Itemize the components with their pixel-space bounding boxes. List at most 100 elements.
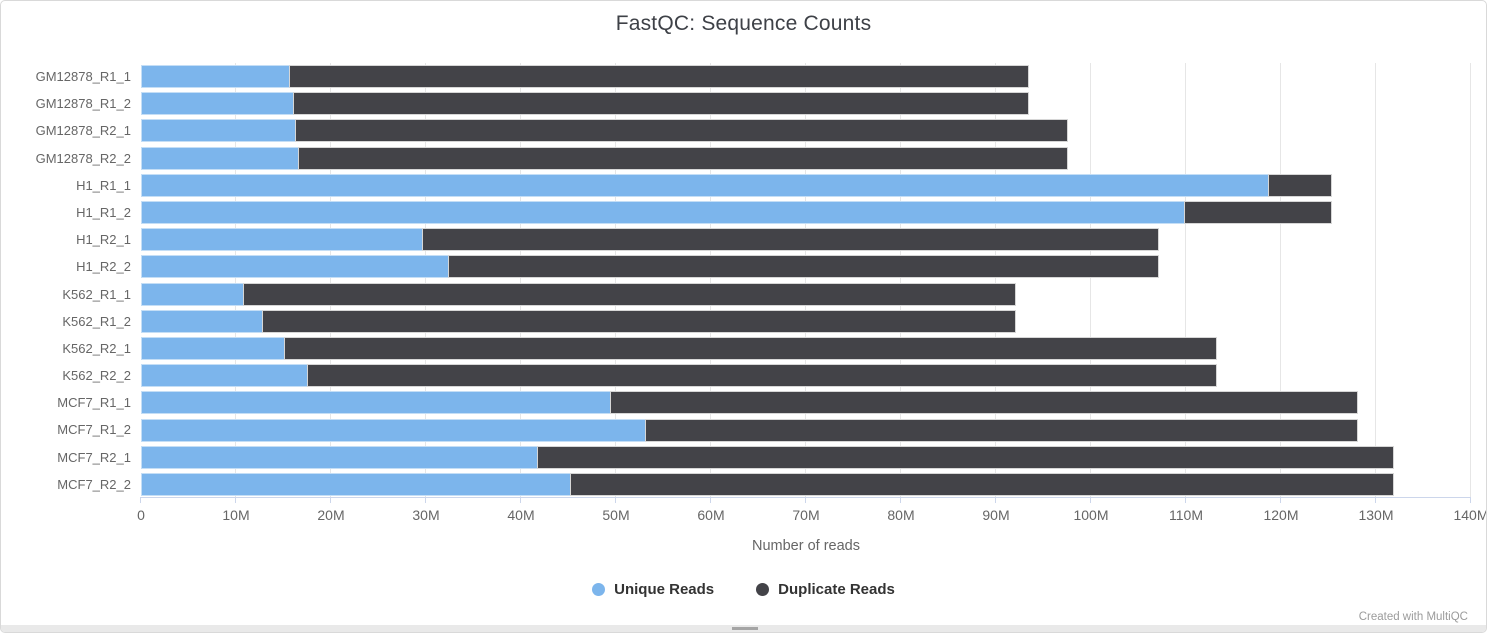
bar-stack: [141, 445, 1471, 469]
bar-segment-duplicate[interactable]: [447, 255, 1160, 279]
bar-row: [141, 253, 1471, 280]
x-tick-label: 30M: [412, 507, 440, 523]
y-axis-label: H1_R2_2: [76, 259, 131, 275]
bar-segment-unique[interactable]: [141, 445, 538, 469]
x-axis-tickmark: [1375, 497, 1376, 503]
bar-segment-unique[interactable]: [141, 173, 1268, 197]
bar-row: [141, 172, 1471, 199]
y-axis-label: GM12878_R1_1: [35, 69, 131, 84]
bar-segment-unique[interactable]: [141, 472, 571, 496]
bar-segment-duplicate[interactable]: [242, 282, 1016, 306]
gridline: [805, 63, 806, 497]
gridline: [1090, 63, 1091, 497]
y-axis-label: H1_R1_1: [76, 177, 131, 193]
bar-stack: [141, 336, 1471, 360]
x-tick-label: 40M: [507, 507, 535, 523]
bar-segment-unique[interactable]: [141, 65, 290, 89]
x-axis-tickmark: [1185, 497, 1186, 503]
legend-label: Unique Reads: [614, 581, 715, 598]
bar-segment-duplicate[interactable]: [422, 228, 1160, 252]
bar-segment-unique[interactable]: [141, 418, 646, 442]
bar-stack: [141, 282, 1471, 306]
bar-row: [141, 389, 1471, 416]
x-tick-label: 140M: [1453, 507, 1487, 523]
legend-label: Duplicate Reads: [778, 581, 895, 598]
x-tick-label: 0: [137, 507, 145, 523]
bar-row: [141, 416, 1471, 443]
bar-stack: [141, 65, 1471, 89]
bar-segment-unique[interactable]: [141, 391, 611, 415]
bar-segment-unique[interactable]: [141, 201, 1185, 225]
bar-row: [141, 362, 1471, 389]
y-axis-label: MCF7_R2_1: [57, 449, 131, 465]
bar-row: [141, 471, 1471, 498]
bar-segment-duplicate[interactable]: [293, 92, 1030, 116]
x-tick-label: 70M: [792, 507, 820, 523]
bar-segment-duplicate[interactable]: [1184, 201, 1333, 225]
bar-segment-unique[interactable]: [141, 146, 298, 170]
gridline: [425, 63, 426, 497]
bar-segment-duplicate[interactable]: [294, 119, 1069, 143]
bar-segment-unique[interactable]: [141, 255, 448, 279]
x-tick-label: 130M: [1358, 507, 1394, 523]
bar-row: [141, 444, 1471, 471]
y-axis-label: GM12878_R2_1: [35, 123, 131, 139]
bar-segment-duplicate[interactable]: [610, 391, 1358, 415]
bar-segment-duplicate[interactable]: [570, 472, 1395, 496]
bar-row: [141, 117, 1471, 144]
bar-segment-duplicate[interactable]: [289, 65, 1030, 89]
bar-segment-duplicate[interactable]: [261, 309, 1016, 333]
bar-segment-duplicate[interactable]: [297, 146, 1069, 170]
x-tick-label: 110M: [1169, 507, 1203, 523]
bar-segment-unique[interactable]: [141, 228, 423, 252]
chart-title: FastQC: Sequence Counts: [615, 12, 872, 35]
bar-row: [141, 63, 1471, 90]
legend-item-unique-reads[interactable]: Unique Reads: [592, 581, 714, 598]
bar-stack: [141, 201, 1471, 225]
bar-segment-unique[interactable]: [141, 336, 285, 360]
bar-stack: [141, 309, 1471, 333]
bar-segment-unique[interactable]: [141, 92, 293, 116]
gridline: [710, 63, 711, 497]
gridline: [1280, 63, 1281, 497]
y-axis-label: MCF7_R1_1: [57, 395, 131, 411]
x-axis-tickmark: [805, 497, 806, 503]
bar-segment-duplicate[interactable]: [1267, 173, 1333, 197]
bar-segment-duplicate[interactable]: [645, 418, 1358, 442]
bar-segment-duplicate[interactable]: [284, 336, 1218, 360]
bar-segment-unique[interactable]: [141, 364, 308, 388]
x-axis-tickmark: [615, 497, 616, 503]
x-tick-label: 60M: [697, 507, 725, 523]
horizontal-scrollbar[interactable]: [1, 625, 1486, 632]
gridline: [615, 63, 616, 497]
bar-row: [141, 226, 1471, 253]
bar-segment-unique[interactable]: [141, 282, 243, 306]
x-tick-label: 90M: [982, 507, 1010, 523]
x-axis-tickmark: [140, 497, 141, 503]
bar-stack: [141, 418, 1471, 442]
y-axis-label: K562_R2_1: [62, 340, 131, 356]
gridline: [1185, 63, 1186, 497]
bar-segment-duplicate[interactable]: [537, 445, 1395, 469]
bar-row: [141, 145, 1471, 172]
y-axis-label: GM12878_R1_2: [35, 96, 131, 112]
bar-stack: [141, 173, 1471, 197]
bar-segment-unique[interactable]: [141, 309, 262, 333]
x-axis-title: Number of reads: [752, 538, 860, 554]
gridline: [899, 63, 901, 497]
legend-marker: [756, 583, 770, 596]
plot-area: [140, 63, 1471, 503]
x-axis-tickmark: [1090, 497, 1091, 503]
x-axis-tickmark: [1470, 497, 1471, 503]
bar-row: [141, 281, 1471, 308]
footer-credit: Created with MultiQC: [1358, 611, 1468, 623]
bar-segment-unique[interactable]: [141, 119, 295, 143]
bar-segment-duplicate[interactable]: [307, 364, 1218, 388]
bar-stack: [141, 472, 1471, 496]
scrollbar-thumb[interactable]: [732, 627, 758, 630]
bar-row: [141, 308, 1471, 335]
y-axis-label: H1_R1_2: [76, 204, 131, 220]
gridline: [234, 63, 236, 497]
legend-item-duplicate-reads[interactable]: Duplicate Reads: [756, 581, 895, 598]
bar-row: [141, 335, 1471, 362]
